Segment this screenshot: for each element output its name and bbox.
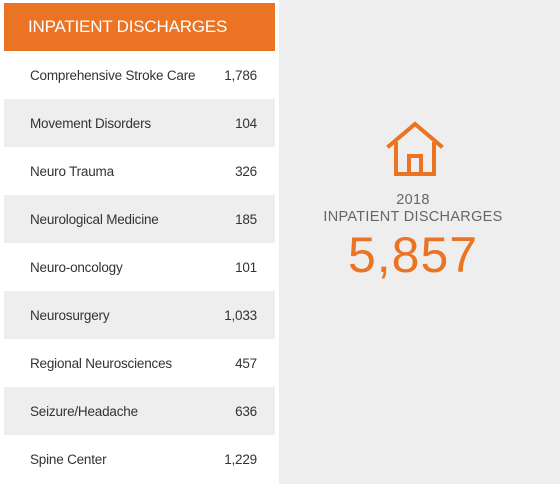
table-row: Comprehensive Stroke Care 1,786 <box>4 51 275 99</box>
row-label: Neurosurgery <box>30 307 110 323</box>
table-row: Movement Disorders 104 <box>4 99 275 147</box>
row-label: Spine Center <box>30 451 107 467</box>
table-row: Seizure/Headache 636 <box>4 387 275 435</box>
row-label: Seizure/Headache <box>30 403 138 419</box>
table-row: Neuro-oncology 101 <box>4 243 275 291</box>
row-value: 1,229 <box>224 451 257 467</box>
house-icon <box>386 121 444 176</box>
summary-label: INPATIENT DISCHARGES <box>323 209 503 225</box>
row-value: 104 <box>235 115 257 131</box>
discharges-table: INPATIENT DISCHARGES Comprehensive Strok… <box>4 3 275 484</box>
row-label: Movement Disorders <box>30 115 151 131</box>
table-rows: Comprehensive Stroke Care 1,786 Movement… <box>4 51 275 483</box>
row-value: 636 <box>235 403 257 419</box>
row-label: Neuro Trauma <box>30 163 114 179</box>
row-label: Comprehensive Stroke Care <box>30 67 196 83</box>
row-label: Regional Neurosciences <box>30 355 172 371</box>
row-label: Neurological Medicine <box>30 211 159 227</box>
summary-total: 5,857 <box>347 227 479 283</box>
table-row: Spine Center 1,229 <box>4 435 275 483</box>
table-row: Neuro Trauma 326 <box>4 147 275 195</box>
row-label: Neuro-oncology <box>30 259 123 275</box>
row-value: 101 <box>235 259 257 275</box>
row-value: 185 <box>235 211 257 227</box>
row-value: 457 <box>235 355 257 371</box>
table-row: Neurosurgery 1,033 <box>4 291 275 339</box>
table-row: Neurological Medicine 185 <box>4 195 275 243</box>
row-value: 1,786 <box>224 67 257 83</box>
table-row: Regional Neurosciences 457 <box>4 339 275 387</box>
row-value: 1,033 <box>224 307 257 323</box>
row-value: 326 <box>235 163 257 179</box>
summary-panel: 2018 INPATIENT DISCHARGES 5,857 <box>279 0 560 484</box>
summary-year: 2018 <box>396 192 430 208</box>
table-title: INPATIENT DISCHARGES <box>4 3 275 51</box>
